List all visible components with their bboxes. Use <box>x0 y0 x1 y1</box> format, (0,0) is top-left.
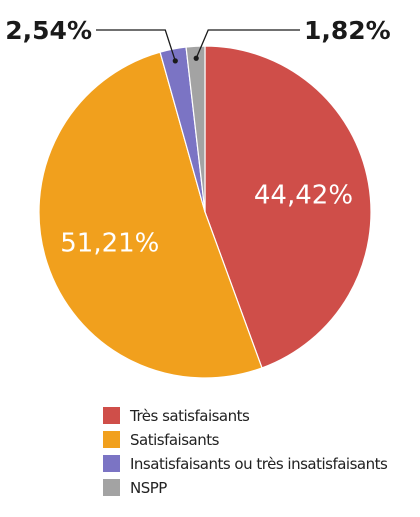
data-label-satisfaisants: 51,21% <box>60 229 159 259</box>
data-label-tres-satisfaisants: 44,42% <box>254 181 353 211</box>
legend: Très satisfaisants Satisfaisants Insatisfa… <box>103 404 420 500</box>
pie-slice-tres-satisfaisants <box>204 45 372 369</box>
leader-line-nspp <box>193 29 300 61</box>
legend-swatch <box>103 455 120 472</box>
data-label-nspp: 1,82% <box>304 16 391 45</box>
legend-item-nspp: NSPP <box>103 476 420 499</box>
legend-item-insatisfaisants-ou-tres-insatisfaisants: Insatisfaisants ou très insatisfaisants <box>103 452 420 475</box>
pie-slice-satisfaisants <box>38 51 263 379</box>
legend-label: NSPP <box>130 478 167 497</box>
legend-label: Insatisfaisants ou très insatisfaisants <box>130 454 388 473</box>
legend-label: Très satisfaisants <box>130 406 250 425</box>
pie-chart: 44,42% 51,21% 2,54% 1,82% <box>5 16 391 379</box>
legend-item-satisfaisants: Satisfaisants <box>103 428 420 451</box>
pie-slice-nspp <box>185 45 206 213</box>
leader-line-insatisfaisants-ou-tres-insatisfaisants <box>96 29 178 64</box>
legend-swatch <box>103 407 120 424</box>
legend-swatch <box>103 479 120 496</box>
legend-item-tres-satisfaisants: Très satisfaisants <box>103 404 420 427</box>
legend-label: Satisfaisants <box>130 430 219 449</box>
legend-swatch <box>103 431 120 448</box>
data-label-insatisfaisants-ou-tres-insatisfaisants: 2,54% <box>5 16 92 45</box>
